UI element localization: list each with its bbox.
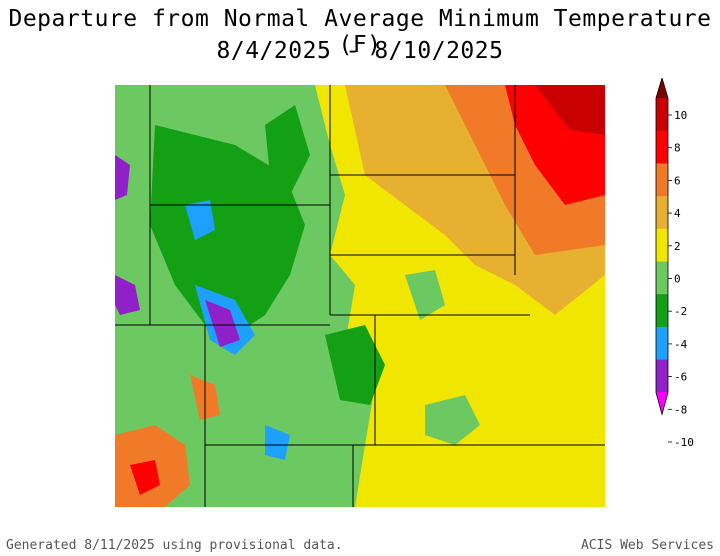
legend-tick-label: 2 — [674, 240, 681, 253]
legend-outline — [655, 78, 669, 416]
legend-swatch — [656, 294, 668, 328]
cool-region-central — [405, 270, 445, 320]
colder-region-2 — [185, 200, 215, 240]
cool-region-se — [425, 395, 480, 445]
legend-tick-label: -4 — [674, 338, 688, 351]
legend-swatch — [656, 196, 668, 230]
legend-tick-label: -6 — [674, 371, 687, 384]
legend-tick-label: -8 — [674, 403, 687, 416]
hotter-region-mn — [535, 85, 605, 135]
legend-arrow-top — [656, 78, 668, 98]
legend-color-bar — [655, 78, 669, 416]
acis-credit: ACIS Web Services — [580, 538, 714, 553]
legend-arrow-bottom — [656, 392, 668, 415]
legend-swatch — [656, 326, 668, 361]
legend-tick-label: -2 — [674, 305, 687, 318]
legend-tick-label: 0 — [674, 273, 681, 286]
generated-note: Generated 8/11/2025 using provisional da… — [6, 538, 343, 553]
temperature-departure-map — [115, 85, 605, 507]
legend-swatch — [656, 163, 668, 197]
map-title: Departure from Normal Average Minimum Te… — [8, 6, 712, 58]
legend-tick-label: 6 — [674, 174, 681, 187]
legend-tick-label: 10 — [674, 109, 687, 122]
legend-tick-label: 8 — [674, 142, 681, 155]
legend-tick-label: 4 — [674, 207, 681, 220]
cold-region-wyoming — [150, 125, 305, 335]
legend-swatch — [656, 228, 668, 262]
legend-swatch — [656, 359, 668, 393]
state-borders — [115, 85, 605, 507]
coldest-region-west — [115, 275, 140, 315]
color-legend: 10 8 6 4 2 0 -2 -4 -6 -8 -10 — [655, 78, 694, 449]
legend-swatch — [656, 261, 668, 295]
legend-swatch — [656, 98, 668, 132]
cold-region-north — [265, 105, 310, 195]
colder-region-3 — [265, 425, 290, 460]
legend-tick-label: -10 — [674, 436, 694, 449]
legend-swatch — [656, 130, 668, 164]
coldest-region-nw — [115, 155, 130, 200]
coldest-region-1 — [205, 300, 240, 347]
legend-tick-labels: 10 8 6 4 2 0 -2 -4 -6 -8 -10 — [668, 109, 694, 449]
map-date-range: 8/4/2025 - 8/10/2025 — [216, 38, 504, 64]
hot-region-sw — [130, 460, 160, 495]
cold-region-central — [325, 325, 385, 405]
